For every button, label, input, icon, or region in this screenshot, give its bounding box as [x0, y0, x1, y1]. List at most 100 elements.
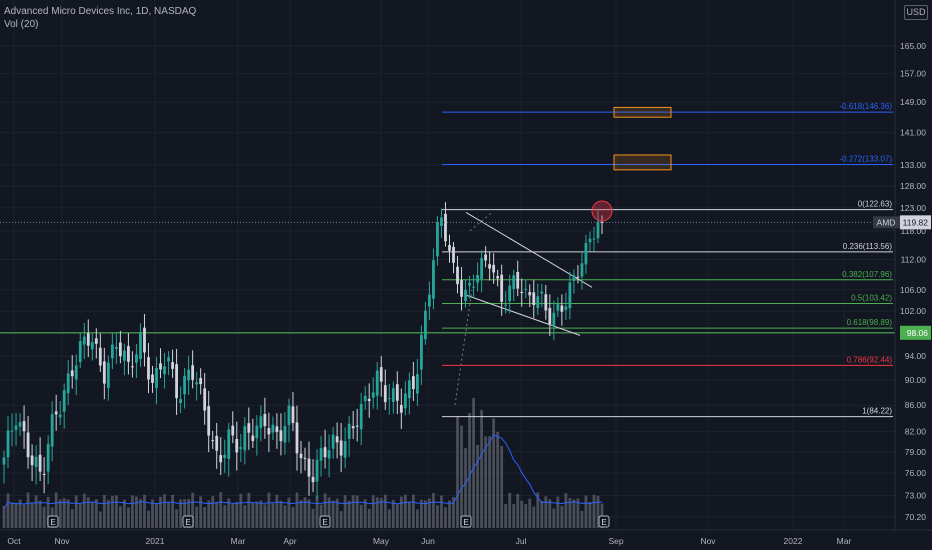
volume-bar [468, 412, 471, 528]
candle-body [383, 385, 387, 403]
volume-bar [110, 495, 114, 528]
volume-bar [211, 496, 215, 528]
earnings-event-marker[interactable]: E [598, 515, 610, 528]
volume-bar [54, 492, 58, 528]
volume-bar [231, 503, 235, 528]
earnings-event-marker[interactable]: E [460, 515, 472, 528]
target-box[interactable] [613, 154, 672, 171]
candle-body [10, 430, 14, 432]
high-circle-marker[interactable] [591, 200, 613, 222]
candle-body [552, 312, 556, 327]
candle-body [143, 327, 146, 353]
volume-bar [540, 500, 544, 528]
candle-body [315, 459, 319, 482]
candle-body [127, 346, 130, 362]
volume-bar [106, 499, 110, 528]
volume-bar [596, 495, 600, 528]
volume-bar [335, 498, 339, 528]
earnings-event-badge [460, 515, 472, 528]
candle-body [78, 341, 82, 362]
channel-upper-line[interactable] [465, 211, 593, 288]
earnings-event-letter: E [463, 518, 468, 527]
earnings-event-badge [47, 515, 59, 528]
volume-bar [419, 499, 423, 528]
fibonacci-levels[interactable]: -0.618(146.36) -0.272(133.07) 0(122.63) 0.2… [442, 102, 893, 418]
candle-body [391, 388, 395, 402]
time-tick-label: 2022 [784, 536, 803, 546]
earnings-event-letter: E [185, 518, 190, 527]
candle-body [62, 390, 66, 412]
volume-bar [299, 500, 303, 528]
candle-body [70, 370, 74, 377]
volume-bar [379, 498, 383, 528]
time-axis[interactable]: Oct Nov 2021 Mar Apr May Jun Jul Sep Nov 2022 Mar [0, 529, 932, 546]
volume-bar [528, 498, 532, 528]
earnings-event-marker[interactable]: E [47, 515, 59, 528]
volume-bar [371, 495, 375, 528]
volume-bar [227, 498, 231, 528]
candle-body [347, 423, 351, 439]
volume-bar [215, 501, 219, 528]
price-tick-label: 82.00 [905, 426, 927, 436]
volume-bar [139, 498, 142, 528]
volume-bar [428, 498, 431, 528]
candle-body [564, 306, 568, 310]
candle-body [50, 414, 54, 447]
candle-body [500, 274, 504, 302]
volume-bar [307, 499, 311, 528]
currency-badge[interactable]: USD [904, 5, 928, 20]
channel-lower-line[interactable] [465, 294, 581, 336]
earnings-event-marker[interactable]: E [182, 515, 194, 528]
volume-bar [460, 425, 463, 528]
candle-body [476, 274, 479, 283]
volume-bar [476, 444, 479, 528]
candle-body [287, 405, 291, 426]
candle-body [159, 363, 162, 370]
volume-bar [22, 504, 26, 528]
candle-body [106, 362, 110, 388]
fib-level-label: 1(84.22) [862, 407, 892, 416]
volume-bar [267, 492, 271, 528]
candle-body [66, 373, 70, 394]
volume-bar [464, 447, 467, 528]
candle-body [512, 275, 516, 290]
volume-bar [255, 501, 259, 528]
price-tick-label: 133.00 [900, 160, 926, 170]
volume-bar [432, 492, 435, 528]
volume-bar [311, 508, 315, 528]
candle-body [532, 292, 536, 306]
candle-body [444, 213, 447, 242]
volume-bar [251, 502, 255, 528]
candle-body [131, 366, 134, 368]
candle-body [323, 447, 327, 458]
volume-bar [395, 504, 399, 528]
volume-bar [98, 511, 102, 528]
symbol-tag-bg [873, 216, 900, 229]
earnings-event-marker[interactable]: E [319, 515, 331, 528]
time-tick-label: Nov [700, 536, 716, 546]
candle-body [179, 399, 182, 404]
volume-bar [504, 503, 508, 528]
candle-body [424, 310, 427, 340]
volume-bar [135, 496, 138, 528]
target-boxes[interactable] [613, 106, 672, 171]
volume-bar [42, 506, 46, 528]
earnings-event-badge [598, 515, 610, 528]
volume-bar [576, 498, 580, 528]
volume-bar [143, 494, 146, 528]
volume-bar [520, 500, 524, 528]
price-axis[interactable]: 165.00 157.00 149.00 141.00 133.00 128.00 123.… [873, 0, 931, 530]
volume-bar [219, 492, 223, 528]
candle-body [468, 282, 471, 286]
candle-body [303, 457, 307, 459]
falling-channel[interactable] [454, 211, 593, 406]
target-box[interactable] [613, 106, 672, 118]
candle-body [110, 344, 114, 359]
candle-body [572, 275, 576, 281]
candle-body [492, 264, 496, 273]
time-tick-label: May [373, 536, 390, 546]
volume-indicator-label[interactable]: Vol (20) [4, 19, 39, 30]
candle-body [440, 217, 443, 226]
